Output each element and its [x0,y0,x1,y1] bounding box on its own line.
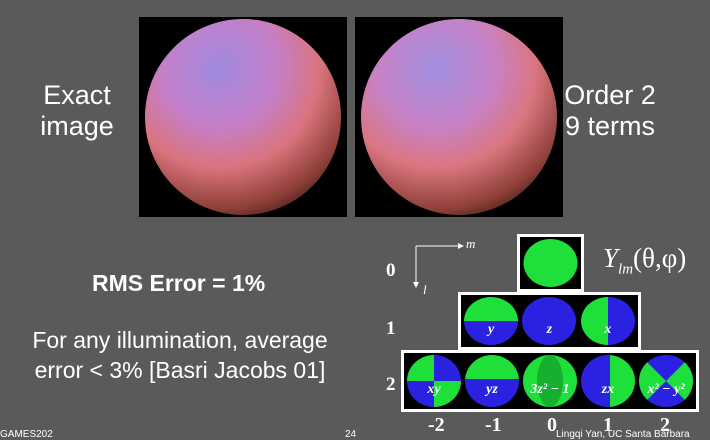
sh-label-yz: yz [486,382,498,397]
sh-basis-x: x [580,295,636,347]
sh-label-3z2-1: 3z² − 1 [530,382,570,397]
sh-basis-zx: zx [580,353,636,409]
col-label-0: 0 [547,414,557,436]
sh-basis-3z2-1: 3z² − 1 [522,353,578,409]
sh-row-0 [517,234,584,292]
illumination-line1: For any illumination, average [32,327,328,353]
ylm-Y: Y [603,243,619,273]
sh-basis-00 [522,237,579,289]
ylm-formula: Ylm(θ,φ) [603,243,686,278]
sh-row-2: xy yz 3z² − 1 zx x² − y² [401,350,699,412]
col-label-2: 2 [660,414,670,436]
ylm-args: (θ,φ) [633,243,687,273]
sh-basis-y: y [463,295,519,347]
sh-label-x2-y2: x² − y² [647,382,685,397]
exact-image-label: Exact image [30,80,124,142]
sh-label-xy: xy [427,382,441,397]
col-label-1: 1 [603,414,613,436]
order2-image [355,17,563,217]
exact-label-line2: image [40,111,114,141]
sh-basis-x2-y2: x² − y² [638,353,694,409]
exact-image [139,17,347,217]
exact-label-line1: Exact [43,80,111,110]
order2-label: Order 2 9 terms [560,80,660,142]
col-label-neg1: -1 [485,414,502,436]
sh-row-1: y z x [458,292,641,350]
order2-label-line2: 9 terms [564,111,656,141]
sh-basis-z: z [521,295,577,347]
illumination-text: For any illumination, average error < 3%… [0,325,360,385]
sh-label-y: y [488,322,495,337]
sh-basis-yz: yz [464,353,520,409]
sh-basis-xy: xy [406,353,462,409]
ylm-sub: lm [618,261,634,278]
axis-l-label: l [423,282,427,297]
axis-arrows [413,243,464,288]
sh-label-zx: zx [601,382,615,397]
row-label-0: 0 [386,260,396,281]
row-label-1: 1 [386,318,396,339]
col-label-neg2: -2 [428,414,445,436]
footer-credit: Lingqi Yan, UC Santa Barbara [556,429,690,440]
rms-error-text: RMS Error = 1% [92,270,266,296]
sh-label-z: z [546,322,553,337]
footer-course: GAMES202 [0,429,53,440]
order2-label-line1: Order 2 [564,80,656,110]
row-label-2: 2 [386,374,396,395]
footer-page: 24 [345,429,357,440]
axis-m-label: m [466,236,476,251]
sh-label-x: x [604,322,612,337]
illumination-line2: error < 3% [Basri Jacobs 01] [34,357,326,383]
